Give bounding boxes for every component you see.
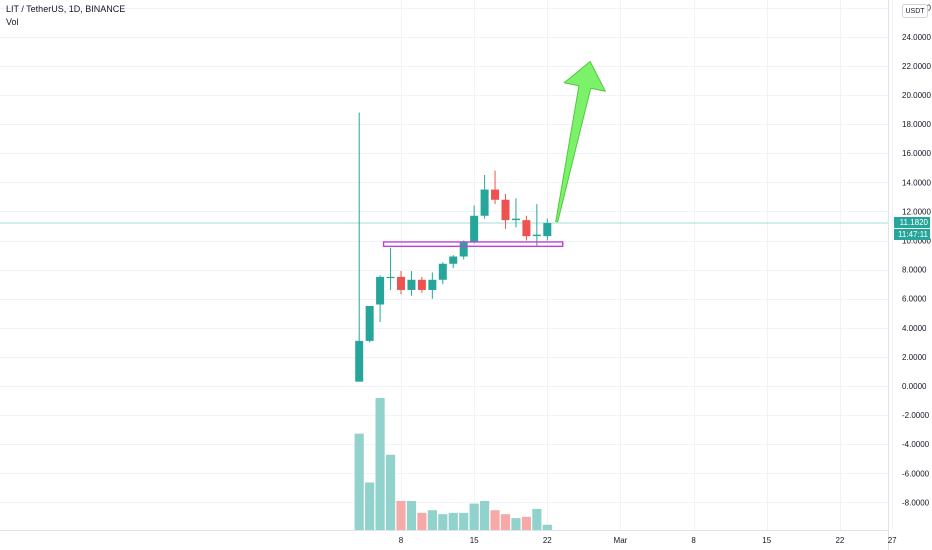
candle-body — [428, 279, 437, 290]
price-tick-label: 6.0000 — [902, 295, 927, 304]
candle-body — [417, 279, 426, 290]
price-axis-labels: 26.000024.000022.000020.000018.000016.00… — [902, 4, 931, 508]
volume-bar — [365, 482, 375, 530]
time-tick-label: 8 — [691, 536, 696, 545]
price-tick-label: 18.0000 — [902, 120, 931, 129]
volume-bar — [438, 514, 448, 530]
candle — [543, 218, 552, 241]
candle-body — [522, 220, 531, 237]
time-tick-label: Mar — [614, 536, 628, 545]
volume-bar — [375, 398, 385, 530]
time-tick-label: 8 — [399, 536, 404, 545]
price-tick-label: 10.0000 — [902, 237, 931, 246]
support-zone — [382, 241, 564, 248]
price-tick-label: 24.0000 — [902, 33, 931, 42]
volume-bar — [396, 500, 406, 530]
volume-bar — [500, 514, 511, 530]
time-tick-label: 15 — [762, 536, 771, 545]
candle-body — [459, 241, 468, 257]
candle-body — [365, 305, 374, 341]
volume-bar — [448, 512, 458, 530]
projection-arrow — [555, 61, 606, 223]
candle — [438, 262, 447, 285]
candle-body — [543, 223, 552, 237]
candle — [511, 198, 520, 228]
volume-bar — [417, 512, 427, 530]
candle — [365, 305, 374, 343]
volume-bar — [406, 500, 417, 530]
currency-button[interactable]: USDT — [902, 4, 928, 18]
candle-body — [438, 263, 447, 280]
price-tick-label: 22.0000 — [902, 62, 931, 71]
candle — [407, 271, 416, 296]
candle — [522, 215, 531, 241]
candle-body — [449, 256, 458, 264]
volume-bars — [354, 398, 552, 530]
price-tick-label: 0.0000 — [902, 382, 927, 391]
candle-body — [397, 276, 405, 290]
time-axis-labels: 8 15 22 Mar 8 15 22 27 — [399, 536, 897, 545]
volume-bar — [490, 510, 500, 530]
time-tick-label: 22 — [835, 536, 844, 545]
candle — [417, 276, 426, 293]
price-tick-label: 12.0000 — [902, 207, 931, 216]
candle — [386, 247, 395, 290]
volume-indicator-label: Vol — [6, 17, 19, 27]
candle — [397, 271, 405, 295]
candle — [376, 275, 385, 322]
candle-body — [470, 215, 479, 242]
candle — [449, 255, 458, 269]
symbol-title: LIT / TetherUS, 1D, BINANCE — [6, 4, 126, 14]
candle — [480, 175, 489, 219]
price-tick-label: -8.0000 — [902, 498, 930, 507]
candle-body — [407, 279, 416, 290]
volume-bar — [354, 433, 364, 530]
price-tick-label: 8.0000 — [902, 266, 927, 275]
candle-body — [376, 276, 385, 305]
last-price-badge: 11.1820 — [894, 217, 930, 229]
candle — [355, 112, 364, 382]
candle-body — [480, 189, 489, 216]
time-tick-label: 22 — [543, 536, 552, 545]
volume-bar — [427, 510, 437, 530]
candle-body — [355, 340, 364, 382]
candle — [532, 204, 541, 247]
candles — [355, 112, 552, 382]
volume-bar — [542, 524, 552, 530]
volume-bar — [469, 503, 479, 530]
price-tick-label: 2.0000 — [902, 353, 927, 362]
volume-bar — [511, 518, 521, 530]
candle-body — [501, 199, 510, 221]
price-tick-label: 14.0000 — [902, 178, 931, 187]
volume-bar — [521, 516, 531, 530]
candle — [491, 170, 500, 205]
time-tick-label: 15 — [470, 536, 479, 545]
volume-bar — [480, 500, 490, 530]
price-tick-label: -4.0000 — [902, 440, 930, 449]
volume-bar — [532, 508, 542, 530]
candle-body — [386, 276, 395, 279]
candle — [428, 272, 437, 299]
price-tick-label: 16.0000 — [902, 149, 931, 158]
candle — [459, 240, 468, 260]
candle-body — [532, 234, 541, 237]
chart-grid — [0, 0, 893, 530]
volume-bar — [385, 454, 396, 530]
time-tick-label: 27 — [888, 536, 897, 545]
candle — [470, 205, 479, 244]
candle — [501, 193, 510, 229]
candle-body — [511, 218, 520, 221]
price-tick-label: 20.0000 — [902, 91, 931, 100]
price-tick-label: 4.0000 — [902, 324, 927, 333]
candle-body — [491, 189, 500, 200]
price-tick-label: -2.0000 — [902, 411, 930, 420]
price-tick-label: -6.0000 — [902, 469, 930, 478]
volume-bar — [459, 512, 469, 530]
countdown-badge: 11:47:11 — [894, 229, 930, 241]
